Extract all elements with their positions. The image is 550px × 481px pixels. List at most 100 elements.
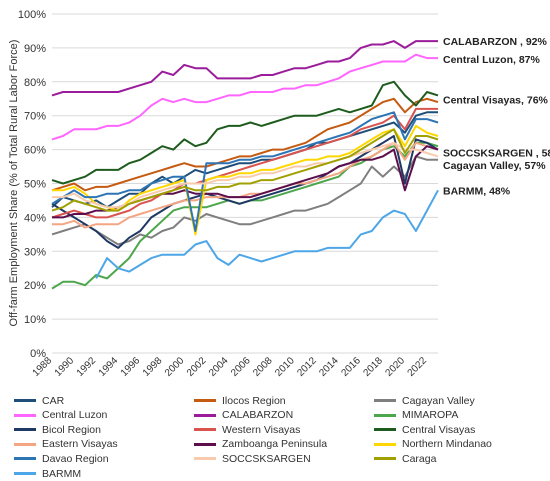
x-axis-ticks: 1988199019921994199619982000200220042006… (31, 355, 430, 379)
legend-label: MIMAROPA (402, 409, 459, 422)
legend-label: Central Luzon (42, 409, 108, 422)
legend-label: Caraga (402, 452, 437, 465)
y-axis-ticks: 0% 10% 20% 30% 40% 50% 60% 70% 80% 90% 100% (18, 9, 46, 360)
series-line-davao-region (51, 111, 439, 232)
legend-label: Davao Region (42, 452, 109, 465)
y-tick-label: 100% (18, 9, 46, 21)
series-line-central-luzon (51, 53, 438, 141)
y-tick-label: 10% (24, 314, 46, 326)
legend-swatch (14, 399, 36, 402)
legend-item: MIMAROPA (374, 408, 458, 423)
y-tick-label: 80% (24, 77, 46, 89)
annotation-label: Central Luzon, 87% (443, 54, 541, 66)
line-chart: 0% 10% 20% 30% 40% 50% 60% 70% 80% 90% 100% 198819… (8, 9, 550, 379)
legend-label: BARMM (42, 467, 82, 480)
legend-item: Caraga (374, 451, 436, 466)
legend-swatch (374, 442, 396, 446)
legend-swatch (14, 428, 36, 432)
series-line-barmm (95, 189, 439, 279)
series-line-eastern-visayas (52, 141, 439, 229)
x-tick-label: 2022 (406, 355, 430, 379)
legend-item: Bicol Region (14, 422, 101, 437)
x-tick-label: 1998 (141, 355, 165, 379)
legend-label: Zamboanga Peninsula (222, 438, 328, 451)
legend-label: Central Visayas (402, 423, 476, 436)
legend-swatch (14, 413, 36, 417)
legend-swatch (194, 457, 216, 461)
series-line-caraga (51, 128, 439, 212)
legend-swatch (194, 399, 216, 402)
legend-swatch (14, 457, 36, 461)
legend-item: Zamboanga Peninsula (194, 437, 327, 452)
y-tick-label: 60% (24, 145, 46, 157)
series-line-car (51, 111, 438, 209)
legend-swatch (194, 413, 216, 417)
x-tick-label: 2018 (361, 355, 385, 379)
legend-label: Western Visayas (222, 423, 301, 436)
legend-label: Eastern Visayas (42, 438, 118, 451)
series-line-soccsksargen (52, 141, 439, 209)
series-line-ilocos-region (51, 97, 439, 192)
legend-item: Ilocos Region (194, 393, 286, 408)
x-tick-label: 2010 (273, 355, 297, 379)
y-axis-label: Off-farm Employment Share (% of Total Ru… (8, 40, 20, 327)
x-tick-label: 1992 (75, 355, 99, 379)
legend-swatch (194, 428, 216, 432)
legend-item: Northern Mindanao (374, 437, 492, 452)
series-line-calabarzon (51, 40, 438, 97)
y-tick-label: 30% (24, 246, 46, 258)
y-tick-label: 40% (24, 212, 46, 224)
x-tick-label: 2004 (207, 355, 231, 379)
legend-swatch (374, 428, 396, 432)
series-line-central-visayas (51, 80, 439, 185)
series-line-western-visayas (51, 107, 438, 219)
y-tick-label: 90% (24, 43, 46, 55)
y-tick-label: 20% (24, 280, 46, 292)
annotation-label: BARMM, 48% (443, 185, 511, 197)
legend-swatch (14, 472, 36, 475)
legend-item: Central Visayas (374, 422, 475, 437)
legend-label: Cagayan Valley (402, 394, 475, 407)
legend-item: Western Visayas (194, 422, 300, 437)
legend-swatch (14, 442, 36, 446)
legend-item: Davao Region (14, 451, 109, 466)
legend-swatch (374, 399, 396, 402)
legend-label: CAR (42, 394, 65, 407)
x-tick-label: 2006 (229, 355, 253, 379)
legend-item: Eastern Visayas (14, 437, 118, 452)
legend-label: CALABARZON (222, 409, 294, 422)
legend-item: Central Luzon (14, 408, 107, 423)
legend-label: Bicol Region (42, 423, 101, 436)
x-tick-label: 2020 (384, 355, 408, 379)
x-tick-label: 1990 (53, 355, 77, 379)
legend-item: BARMM (14, 466, 81, 481)
legend-item: CALABARZON (194, 408, 293, 423)
legend-swatch (194, 442, 216, 446)
y-tick-label: 50% (24, 179, 46, 191)
x-tick-label: 2014 (317, 355, 341, 379)
annotation-label: Cagayan Valley, 57% (443, 160, 546, 172)
legend-item: SOCCSKSARGEN (194, 451, 311, 466)
annotation-label: SOCCSKSARGEN , 58% (443, 147, 550, 159)
y-tick-label: 70% (24, 111, 46, 123)
series-line-bicol-region (51, 135, 439, 249)
x-tick-label: 2000 (163, 355, 187, 379)
y-tick-label: 0% (30, 348, 46, 360)
annotations: CALABARZON , 92% Central Luzon, 87% Centra… (443, 36, 550, 197)
x-tick-label: 2012 (295, 355, 319, 379)
x-tick-label: 2016 (339, 355, 363, 379)
x-tick-label: 1994 (97, 355, 121, 379)
series-line-cagayan-valley (51, 155, 438, 246)
legend-swatch (374, 413, 396, 417)
annotation-label: Central Visayas, 76% (443, 94, 549, 106)
annotation-label: CALABARZON , 92% (443, 36, 548, 48)
x-tick-label: 1996 (119, 355, 143, 379)
legend-item: CAR (14, 393, 64, 408)
series-line-northern-mindanao (52, 124, 439, 236)
x-tick-label: 2008 (251, 355, 275, 379)
series-lines (51, 40, 439, 290)
legend-label: Northern Mindanao (402, 438, 492, 451)
legend-item: Cagayan Valley (374, 393, 475, 408)
legend-swatch (374, 457, 396, 461)
